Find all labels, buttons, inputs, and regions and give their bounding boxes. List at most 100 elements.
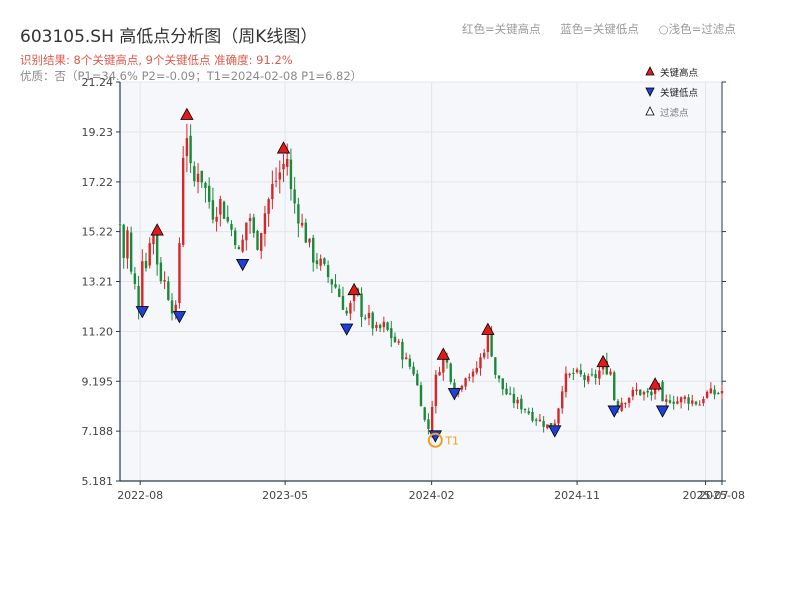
candle-body — [705, 391, 709, 398]
key-high-marker — [481, 322, 495, 335]
x-tick-label: 2025-07 — [683, 489, 729, 502]
candle-body — [345, 310, 348, 314]
candle-body — [304, 222, 308, 243]
key-high-marker — [436, 347, 450, 360]
candle-body — [679, 397, 683, 403]
candle-body — [534, 419, 538, 421]
candle-body — [572, 372, 575, 374]
candle-body — [627, 397, 631, 404]
candle-body — [587, 376, 590, 382]
candle-body — [460, 385, 464, 390]
candle-body — [196, 173, 200, 182]
candle-body — [549, 423, 553, 426]
candle-body — [233, 230, 237, 246]
candle-body — [375, 325, 378, 328]
candle-body — [219, 198, 222, 215]
key-low-marker — [447, 388, 462, 401]
key-low-marker — [235, 258, 250, 272]
candle-body — [717, 393, 720, 395]
candle-body — [594, 374, 597, 378]
candle-body — [516, 399, 519, 404]
candle-body — [613, 372, 616, 401]
key-high-marker — [347, 282, 361, 296]
key-low-marker — [340, 323, 354, 336]
candle-body — [326, 265, 330, 278]
top-legend-filtered: ○浅色=过滤点 — [658, 22, 736, 36]
candle-body — [683, 396, 687, 399]
candle-body — [211, 200, 215, 220]
candle-body — [668, 400, 672, 403]
y-tick-label: 17.22 — [82, 176, 114, 189]
candle-body — [148, 243, 151, 266]
candle-body — [412, 366, 415, 375]
candle-body — [189, 135, 192, 164]
candle-body — [468, 377, 471, 379]
candle-body — [676, 401, 679, 404]
top-legend: 红色=关键高点 蓝色=关键低点 ○浅色=过滤点 — [462, 21, 752, 37]
candle-body — [129, 232, 133, 272]
candle-body — [639, 389, 642, 396]
key-low-marker — [607, 405, 621, 418]
quality-text: 优质：否（P1=34.6% P2=-0.09；T1=2024-02-08 P1=… — [20, 69, 363, 83]
candle-body — [330, 279, 334, 285]
candle-body — [501, 378, 504, 390]
candle-body — [702, 398, 705, 404]
candle-body — [531, 411, 534, 421]
candle-body — [512, 393, 516, 404]
candle-body — [155, 234, 159, 265]
legend-filtered-icon — [645, 106, 655, 116]
candle-body — [367, 312, 371, 319]
candle-body — [419, 385, 423, 407]
candle-body — [624, 403, 627, 405]
candle-body — [564, 373, 568, 393]
legend-high-icon — [645, 66, 655, 76]
candle-body — [200, 170, 203, 183]
candle-body — [286, 158, 289, 167]
top-legend-low: 蓝色=关键低点 — [560, 22, 639, 36]
candle-body — [620, 402, 623, 411]
candle-body — [319, 258, 322, 266]
candle-body — [193, 166, 196, 182]
candle-body — [118, 224, 122, 226]
candle-body — [427, 419, 430, 429]
candle-body — [386, 322, 389, 330]
legend-low-label: 关键低点 — [660, 87, 699, 99]
legend-low-icon — [645, 87, 655, 97]
candle-body — [274, 180, 278, 182]
candle-body — [289, 159, 293, 190]
candle-body — [159, 262, 163, 282]
candle-body — [538, 419, 542, 422]
candle-body — [323, 258, 326, 264]
candle-body — [397, 341, 400, 343]
candle-body — [181, 157, 185, 245]
candle-body — [557, 408, 560, 424]
candle-body — [464, 378, 467, 387]
candle-body — [650, 391, 653, 396]
candle-body — [293, 189, 296, 204]
candle-body — [237, 247, 241, 250]
key-high-marker — [276, 141, 291, 154]
candle-body — [341, 295, 345, 310]
candle-body — [256, 230, 259, 250]
x-tick-label: 2025-08 — [699, 489, 745, 502]
key-low-marker — [548, 425, 562, 438]
candle-body — [312, 237, 315, 263]
y-tick-label: 13.21 — [82, 276, 114, 289]
candle-body — [185, 138, 189, 157]
t1-marker — [427, 432, 443, 448]
candle-body — [378, 324, 382, 329]
candle-body — [122, 224, 125, 258]
candle-body — [475, 367, 478, 373]
candle-body — [230, 223, 233, 230]
candle-body — [694, 401, 698, 405]
x-tick-label: 2024-11 — [554, 489, 600, 502]
candle-body — [508, 393, 512, 395]
candle-body — [579, 370, 582, 375]
x-tick-label: 2023-05 — [262, 489, 308, 502]
candle-body — [167, 281, 170, 300]
candle-body — [308, 238, 311, 243]
candle-body — [315, 260, 319, 265]
candle-body — [568, 373, 571, 376]
candle-body — [561, 391, 564, 409]
candle-body — [449, 363, 452, 382]
